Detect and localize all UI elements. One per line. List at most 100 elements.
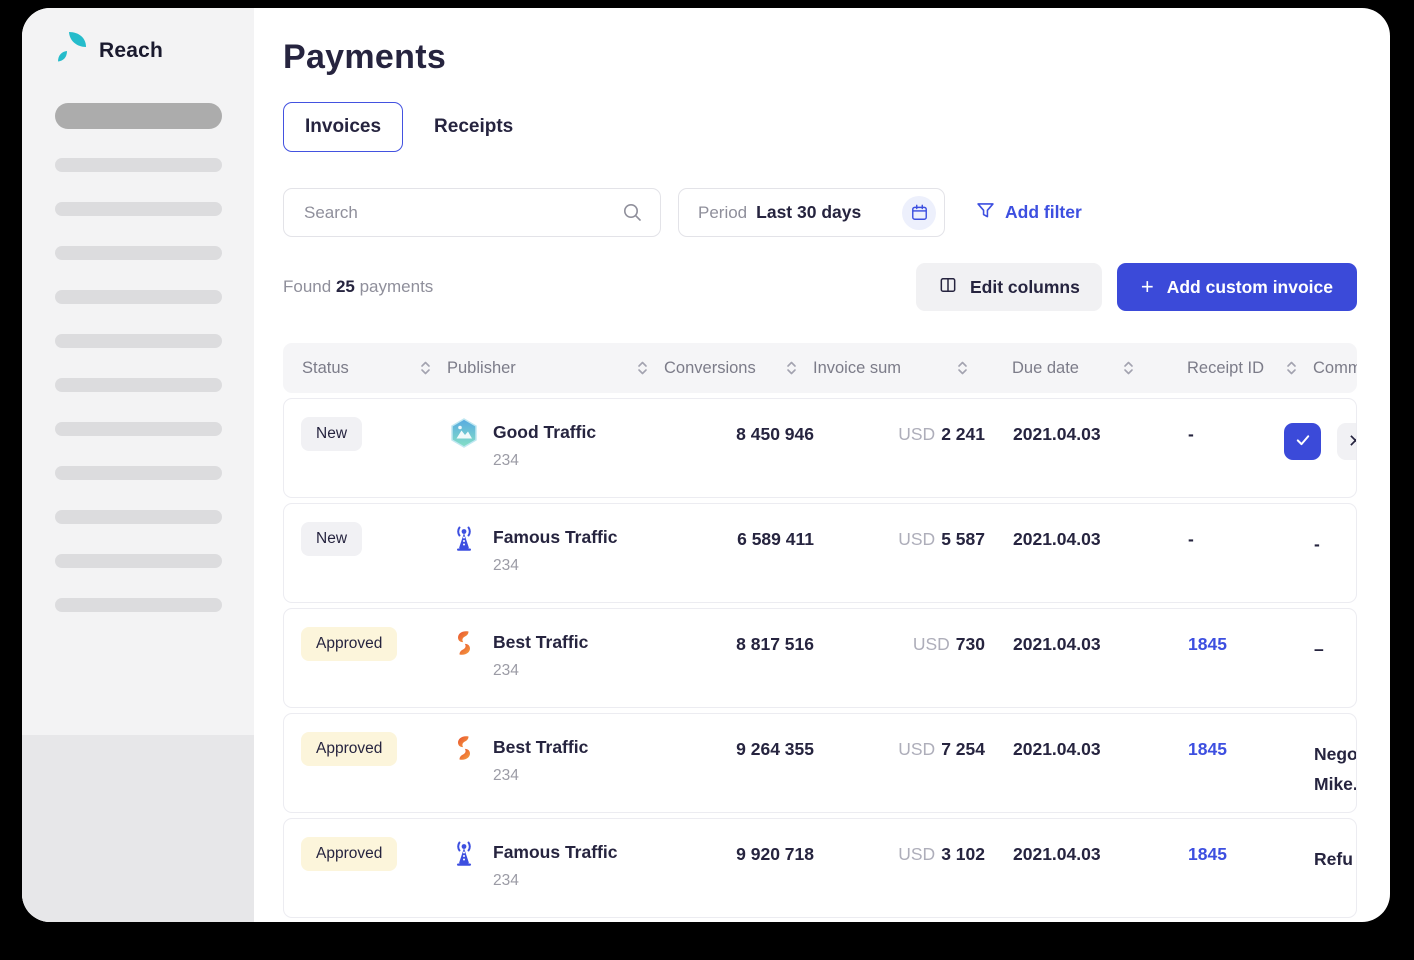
table-actions: Edit columns + Add custom invoice <box>915 263 1357 311</box>
edit-columns-label: Edit columns <box>969 276 1080 297</box>
period-value: Last 30 days <box>756 202 862 222</box>
due-date-value: 2021.04.03 <box>1013 529 1101 549</box>
column-header-status[interactable]: Status <box>283 359 447 378</box>
flame-s-icon <box>448 627 480 707</box>
sidebar-skeleton-item <box>55 598 222 612</box>
search-input[interactable] <box>283 188 661 237</box>
sort-icon[interactable] <box>1286 360 1297 376</box>
found-summary: Found 25 payments <box>283 277 433 297</box>
sort-icon[interactable] <box>1123 360 1134 376</box>
column-header-comments: Comments <box>1313 358 1357 377</box>
sidebar-skeleton-item <box>55 554 222 568</box>
sidebar-bottom-panel <box>22 735 254 922</box>
sort-icon[interactable] <box>786 360 797 376</box>
app-logo[interactable]: Reach <box>55 30 163 71</box>
publisher-name: Good Traffic <box>493 422 597 442</box>
column-header-publisher[interactable]: Publisher <box>447 359 664 378</box>
table-row[interactable]: New Good Traffic 234 8 450 946 USD 2 241 … <box>283 398 1357 498</box>
due-date-value: 2021.04.03 <box>1013 634 1101 654</box>
row-actions: ✕ <box>1284 399 1356 497</box>
sort-icon[interactable] <box>957 360 968 376</box>
comment-value: – <box>1314 639 1324 659</box>
found-count: 25 <box>335 277 355 296</box>
columns-icon <box>938 275 958 300</box>
radio-tower-icon <box>448 522 480 602</box>
table-header: Status Publisher Conversions Invoice sum <box>283 343 1357 393</box>
found-label: Found <box>283 277 332 296</box>
column-header-due-date[interactable]: Due date <box>984 359 1150 378</box>
decline-button[interactable]: ✕ <box>1337 423 1356 460</box>
period-select[interactable]: Period Last 30 days <box>678 188 945 237</box>
publisher-name: Best Traffic <box>493 737 589 757</box>
sidebar-skeleton-item-active <box>55 103 222 129</box>
sort-icon[interactable] <box>637 360 648 376</box>
tab-receipts[interactable]: Receipts <box>434 116 514 137</box>
found-row: Found 25 payments Edit columns <box>283 263 1357 311</box>
publisher-id: 234 <box>493 557 519 574</box>
sidebar-skeleton-item <box>55 334 222 348</box>
search-box <box>283 188 661 237</box>
column-header-conversions[interactable]: Conversions <box>664 359 813 378</box>
invoice-sum-value: USD 2 241 <box>898 424 985 444</box>
approve-button[interactable] <box>1284 423 1321 460</box>
comment-value: - <box>1314 534 1320 554</box>
search-icon <box>622 202 643 228</box>
sort-icon[interactable] <box>420 360 431 376</box>
status-badge: Approved <box>301 627 398 661</box>
publisher-id: 234 <box>493 872 519 889</box>
sidebar: Reach <box>22 8 254 922</box>
sidebar-skeleton-item <box>55 202 222 216</box>
receipt-id-value: - <box>1188 424 1194 444</box>
comment-value: Refu <box>1314 849 1353 869</box>
hexagon-mountain-icon <box>448 417 480 497</box>
comment-value: Nego Mike. <box>1314 744 1357 794</box>
sidebar-skeleton-item <box>55 466 222 480</box>
conversions-value: 8 450 946 <box>736 424 814 444</box>
check-icon <box>1294 431 1312 452</box>
flame-s-icon <box>448 732 480 812</box>
table-row[interactable]: Approved Best Traffic 234 8 817 516 USD 7… <box>283 608 1357 708</box>
column-header-receipt-id[interactable]: Receipt ID <box>1150 359 1313 378</box>
conversions-value: 8 817 516 <box>736 634 814 654</box>
edit-columns-button[interactable]: Edit columns <box>915 263 1102 311</box>
period-label: Period <box>698 202 748 222</box>
invoice-sum-value: USD 3 102 <box>898 844 985 864</box>
table-row[interactable]: Approved Famous Traffic 234 9 920 718 US… <box>283 818 1357 918</box>
add-filter-button[interactable]: Add filter <box>975 200 1082 226</box>
app-window: Reach Payments Invoices Receipts <box>22 8 1390 922</box>
sidebar-skeleton-item <box>55 246 222 260</box>
reach-logo-icon <box>55 30 89 71</box>
conversions-value: 9 920 718 <box>736 844 814 864</box>
table-row[interactable]: Approved Best Traffic 234 9 264 355 USD 7… <box>283 713 1357 813</box>
column-header-invoice-sum[interactable]: Invoice sum <box>813 359 984 378</box>
close-icon: ✕ <box>1348 431 1356 452</box>
status-badge: New <box>301 522 363 556</box>
invoice-sum-value: USD 5 587 <box>898 529 985 549</box>
invoice-sum-value: USD 7 254 <box>898 739 985 759</box>
tab-bar: Invoices Receipts <box>283 102 1357 152</box>
receipt-id-link[interactable]: 1845 <box>1188 844 1227 864</box>
tab-invoices[interactable]: Invoices <box>283 102 404 152</box>
publisher-name: Famous Traffic <box>493 842 618 862</box>
table-row[interactable]: New Famous Traffic 234 6 589 411 USD 5 58… <box>283 503 1357 603</box>
plus-icon: + <box>1140 274 1154 299</box>
receipt-id-value: - <box>1188 529 1194 549</box>
status-badge: New <box>301 417 363 451</box>
status-badge: Approved <box>301 837 398 871</box>
sidebar-skeleton-item <box>55 378 222 392</box>
sidebar-skeleton-item <box>55 290 222 304</box>
receipt-id-link[interactable]: 1845 <box>1188 634 1227 654</box>
funnel-icon <box>975 200 996 226</box>
due-date-value: 2021.04.03 <box>1013 424 1101 444</box>
receipt-id-link[interactable]: 1845 <box>1188 739 1227 759</box>
add-custom-invoice-label: Add custom invoice <box>1166 276 1333 297</box>
sidebar-skeleton-item <box>55 510 222 524</box>
status-badge: Approved <box>301 732 398 766</box>
found-unit: payments <box>359 277 434 296</box>
calendar-icon[interactable] <box>902 195 936 230</box>
add-custom-invoice-button[interactable]: + Add custom invoice <box>1116 263 1357 311</box>
page-title: Payments <box>283 38 447 76</box>
app-logo-text: Reach <box>99 38 164 62</box>
publisher-id: 234 <box>493 452 519 469</box>
sidebar-skeleton-item <box>55 158 222 172</box>
